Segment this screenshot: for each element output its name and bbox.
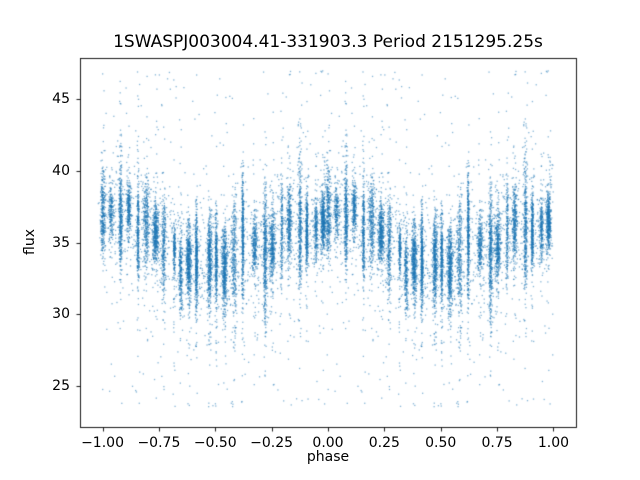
x-tick-label: −1.00	[81, 435, 124, 451]
y-tick-label: 30	[52, 306, 70, 322]
chart-title: 1SWASPJ003004.41-331903.3 Period 2151295…	[113, 32, 543, 52]
x-tick-label: −0.25	[250, 435, 294, 451]
y-tick-label: 45	[52, 91, 70, 108]
y-tick-label: 40	[52, 162, 70, 179]
y-tick-label: 25	[52, 377, 70, 394]
x-tick-label: −0.75	[137, 435, 181, 451]
x-tick-label: 1.00	[537, 435, 570, 451]
x-tick-label: 0.75	[481, 435, 513, 451]
x-tick-label: 0.25	[368, 435, 400, 451]
x-tick-label: 0.50	[425, 435, 457, 451]
x-tick-label: −0.50	[193, 435, 237, 451]
y-tick-label: 35	[52, 234, 70, 251]
x-tick-label: 0.00	[312, 435, 344, 451]
x-axis-label: phase	[306, 449, 350, 465]
